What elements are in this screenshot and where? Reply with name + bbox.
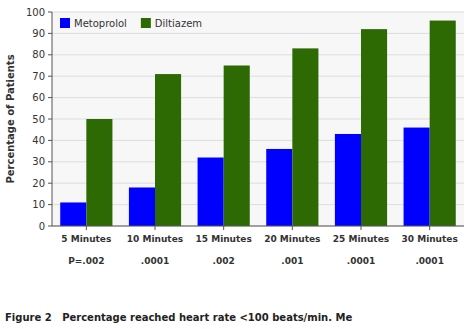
x-tick-label: 10 Minutes <box>127 234 183 244</box>
bar <box>60 202 86 226</box>
y-tick <box>48 204 52 205</box>
grid-line <box>52 54 464 55</box>
x-tick <box>292 226 293 230</box>
bar <box>292 48 318 226</box>
bar <box>335 134 361 226</box>
grid-line <box>52 204 464 205</box>
y-tick-label: 20 <box>32 178 45 189</box>
bar <box>430 21 456 226</box>
y-tick <box>48 54 52 55</box>
grid-line <box>52 161 464 162</box>
y-tick-label: 10 <box>32 199 45 210</box>
y-tick <box>48 226 52 227</box>
bar <box>86 119 112 226</box>
legend-swatch <box>60 18 70 28</box>
legend-label: Metoprolol <box>74 18 127 29</box>
grid-line <box>52 97 464 98</box>
x-tick <box>361 226 362 230</box>
legend: Metoprolol Diltiazem <box>60 18 202 29</box>
p-value: .002 <box>213 256 235 266</box>
y-axis <box>52 12 53 226</box>
x-tick <box>86 226 87 230</box>
y-tick <box>48 183 52 184</box>
grid-line <box>52 226 464 227</box>
bars <box>60 21 456 226</box>
grid-line <box>52 140 464 141</box>
grid-line <box>52 183 464 184</box>
p-value: .0001 <box>415 256 443 266</box>
y-tick-label: 50 <box>32 114 45 125</box>
y-tick-label: 30 <box>32 156 45 167</box>
y-tick-label: 70 <box>32 71 45 82</box>
grid-line <box>52 33 464 34</box>
plot-background <box>52 12 464 226</box>
p-value: .001 <box>281 256 303 266</box>
x-tick-label: 25 Minutes <box>333 234 389 244</box>
y-tick <box>48 119 52 120</box>
bar <box>361 29 387 226</box>
y-tick-label: 100 <box>26 7 45 18</box>
grid-line <box>52 12 464 13</box>
p-value: .0001 <box>141 256 169 266</box>
y-tick <box>48 161 52 162</box>
bar <box>129 187 155 226</box>
y-tick-label: 60 <box>32 92 45 103</box>
y-tick <box>48 12 52 13</box>
grid-line <box>52 76 464 77</box>
x-tick-label: 20 Minutes <box>264 234 320 244</box>
p-value: P=.002 <box>68 256 104 266</box>
p-value: .0001 <box>347 256 375 266</box>
x-tick <box>155 226 156 230</box>
x-tick <box>223 226 224 230</box>
legend-label: Diltiazem <box>155 18 202 29</box>
x-tick-label: 5 Minutes <box>61 234 111 244</box>
y-tick-label: 40 <box>32 135 45 146</box>
x-tick-label: 15 Minutes <box>196 234 252 244</box>
x-tick <box>429 226 430 230</box>
bar <box>224 66 250 227</box>
y-tick <box>48 97 52 98</box>
y-tick-label: 0 <box>39 221 45 232</box>
bar <box>266 149 292 226</box>
bar <box>198 158 224 226</box>
y-tick <box>48 76 52 77</box>
y-axis-label: Percentage of Patients <box>5 54 16 183</box>
legend-swatch <box>141 18 151 28</box>
x-tick-label: 30 Minutes <box>402 234 458 244</box>
bar <box>155 74 181 226</box>
chart: 0 10 20 30 40 50 60 70 80 90 100 5 Minutes 10 Minute… <box>0 0 474 329</box>
bar <box>404 128 430 226</box>
grid-line <box>52 119 464 120</box>
y-tick-label: 80 <box>32 49 45 60</box>
y-tick <box>48 140 52 141</box>
caption: Figure 2 Percentage reached heart rate <… <box>5 312 352 323</box>
y-tick <box>48 33 52 34</box>
x-axis <box>52 226 464 227</box>
y-tick-label: 90 <box>32 28 45 39</box>
